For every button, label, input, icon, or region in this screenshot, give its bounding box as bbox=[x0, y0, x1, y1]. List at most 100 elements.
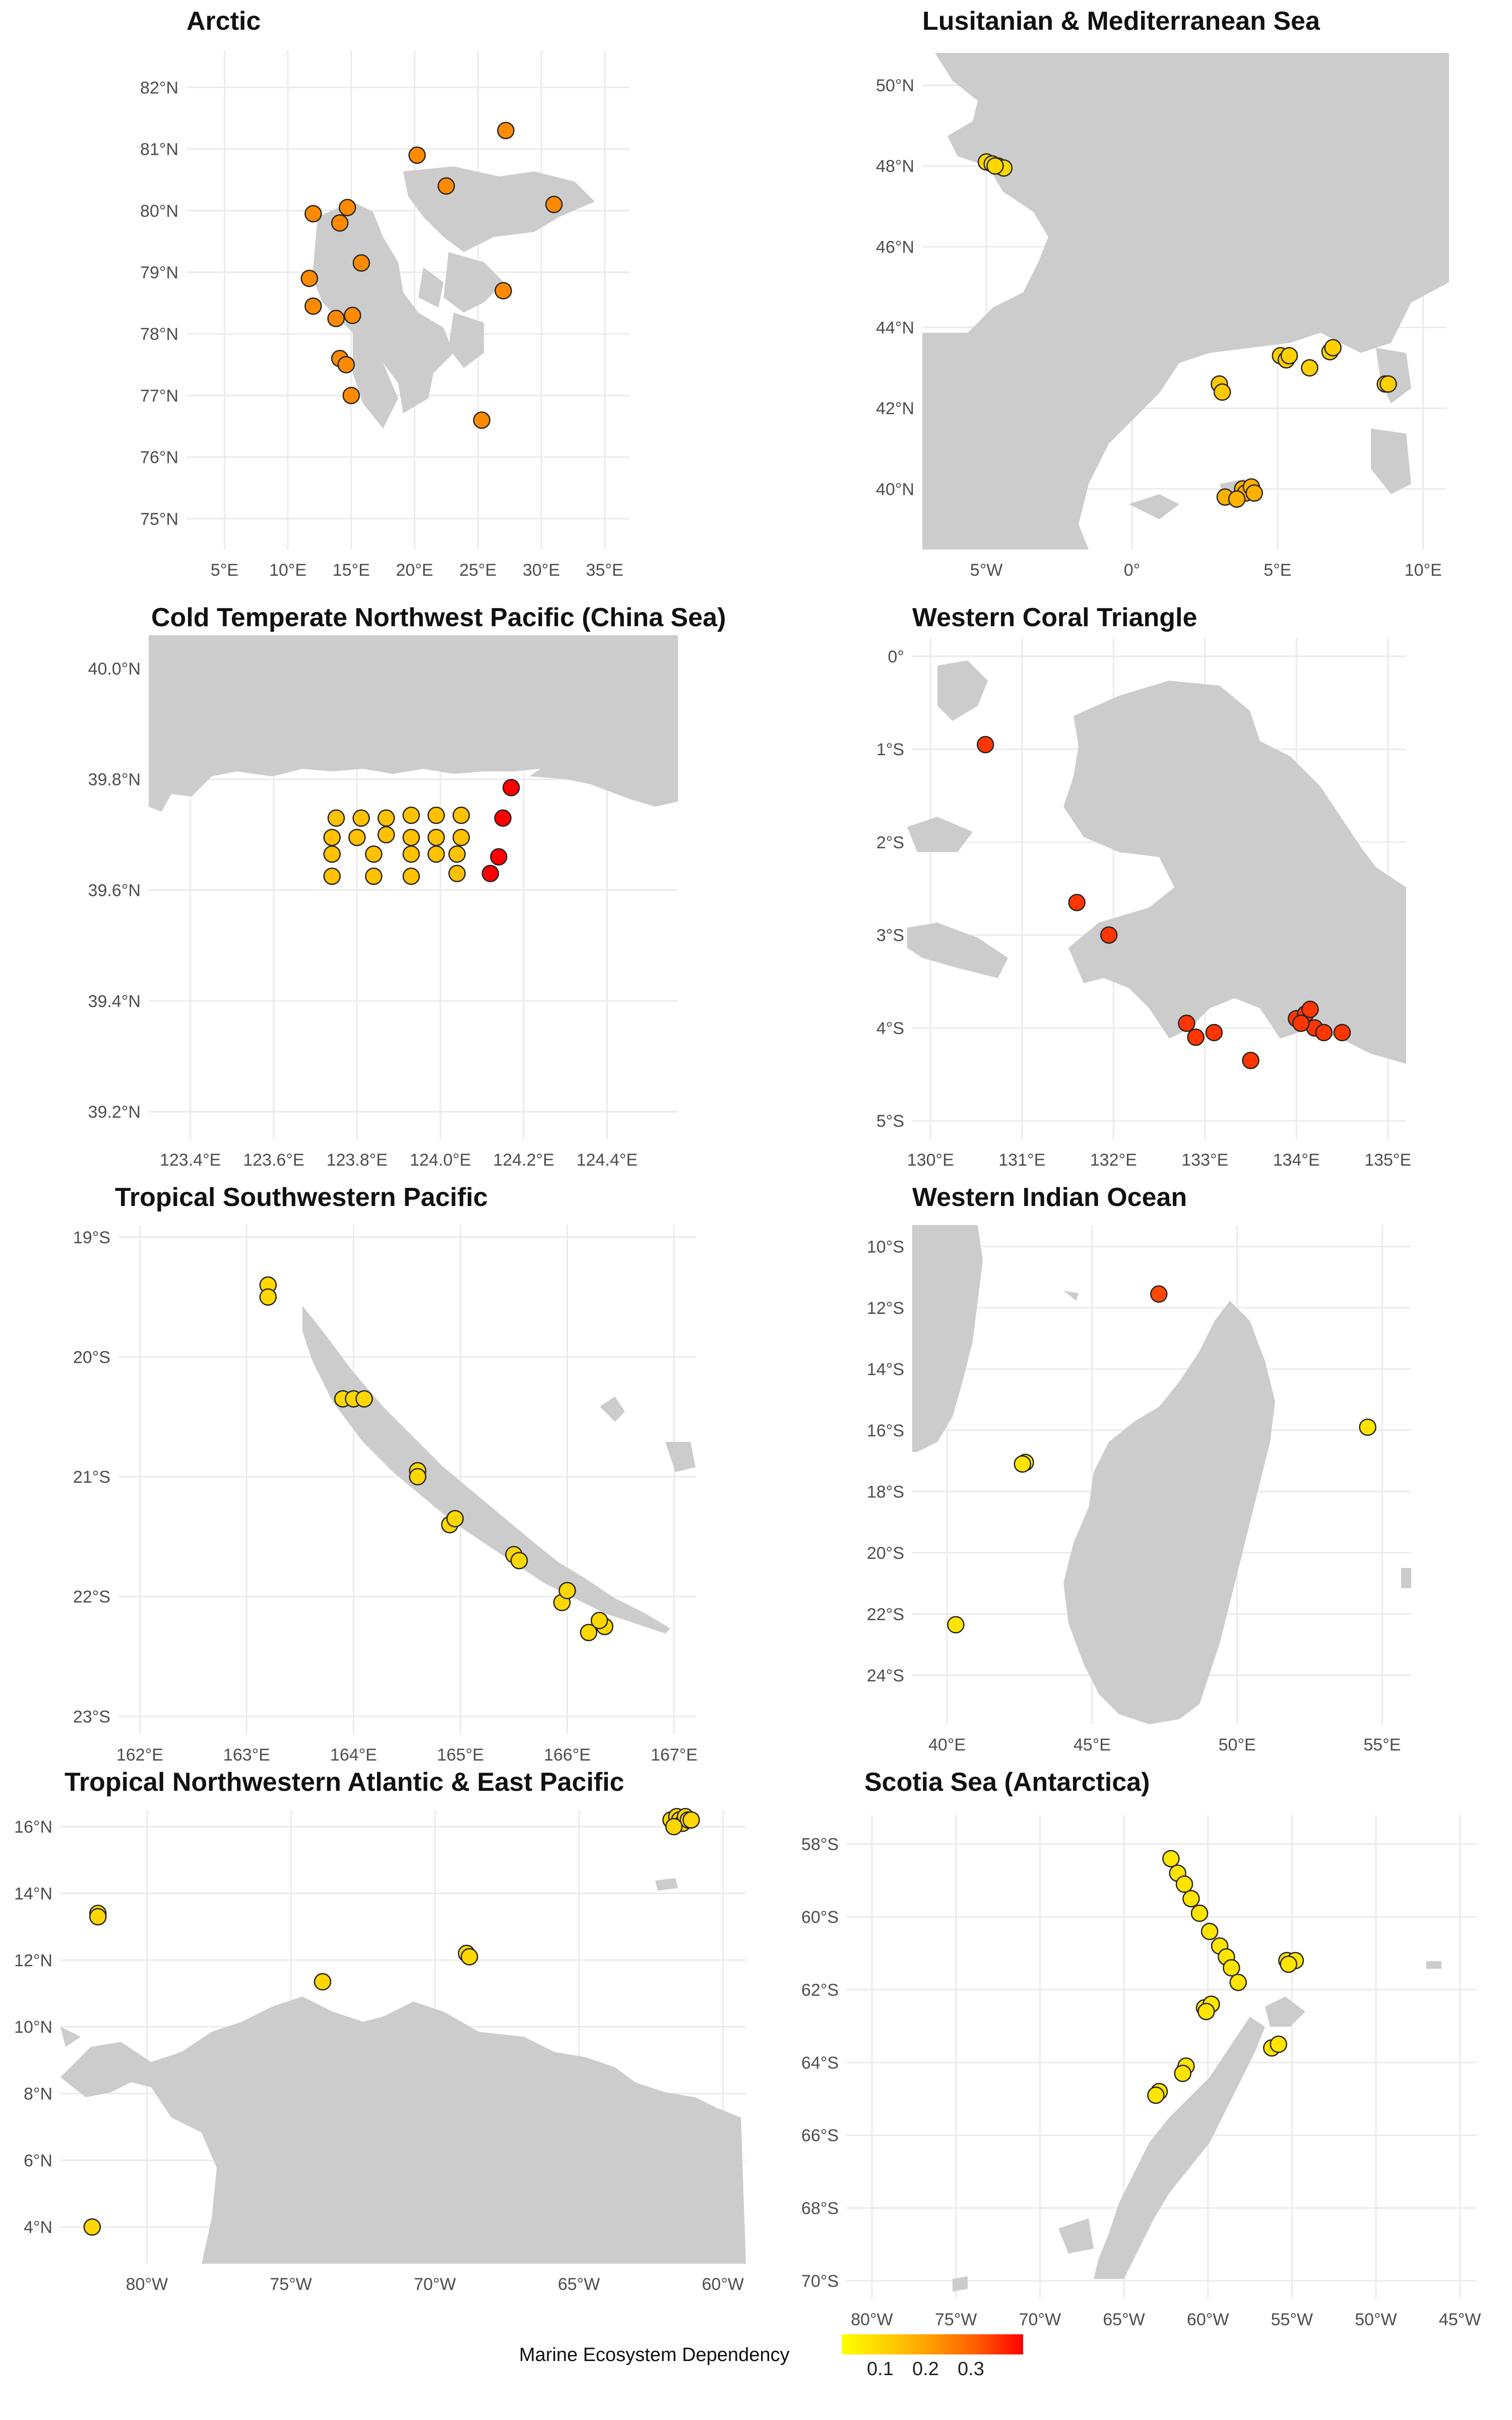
panel-title: Arctic bbox=[186, 7, 261, 36]
sample-point bbox=[313, 1973, 332, 1991]
sample-point bbox=[494, 282, 512, 299]
color-legend: Marine Ecosystem Dependency 0.1 0.2 0.3 bbox=[519, 2329, 1023, 2390]
x-tick-label: 135°E bbox=[1364, 1151, 1411, 1170]
sample-point bbox=[1270, 2035, 1287, 2053]
sample-point bbox=[1198, 2003, 1215, 2021]
y-tick-label: 39.8°N bbox=[88, 770, 141, 790]
y-tick-label: 20°S bbox=[73, 1348, 110, 1367]
x-tick-label: 35°E bbox=[586, 561, 623, 580]
y-tick-label: 76°N bbox=[140, 448, 178, 467]
x-tick-label: 0° bbox=[1124, 561, 1141, 580]
sample-point bbox=[344, 307, 361, 324]
sample-point bbox=[989, 157, 1007, 175]
sample-point bbox=[1234, 480, 1251, 498]
y-tick-label: 0° bbox=[888, 647, 904, 667]
sample-point bbox=[1177, 2057, 1195, 2075]
sample-point bbox=[448, 845, 466, 863]
y-tick-label: 4°N bbox=[24, 2218, 52, 2237]
sample-point bbox=[323, 828, 341, 846]
y-tick-label: 70°S bbox=[801, 2272, 839, 2291]
y-tick-label: 60°S bbox=[801, 1908, 839, 1927]
x-tick-label: 123.8°E bbox=[327, 1151, 388, 1170]
sample-point bbox=[995, 159, 1013, 177]
sample-point bbox=[352, 809, 370, 827]
x-tick-label: 65°W bbox=[558, 2275, 600, 2294]
sample-point bbox=[1218, 1948, 1235, 1966]
sample-point bbox=[342, 387, 360, 404]
legend-tick: 0.2 bbox=[912, 2358, 939, 2380]
sample-point bbox=[1324, 339, 1342, 356]
panel-title: Tropical Northwestern Atlantic & East Pa… bbox=[65, 1768, 624, 1797]
sample-point bbox=[259, 1288, 277, 1306]
sample-point bbox=[1359, 1418, 1376, 1436]
sample-point bbox=[452, 806, 470, 824]
x-tick-label: 80°W bbox=[851, 2310, 893, 2329]
x-tick-label: 10°E bbox=[269, 561, 306, 580]
x-tick-label: 50°W bbox=[1355, 2310, 1397, 2329]
sample-point bbox=[1278, 1952, 1296, 1969]
sample-point bbox=[580, 1623, 598, 1642]
y-tick-label: 40°N bbox=[876, 480, 914, 499]
sample-point bbox=[671, 1811, 688, 1829]
y-tick-label: 81°N bbox=[140, 140, 178, 159]
y-tick-label: 46°N bbox=[876, 237, 914, 257]
sample-point bbox=[1287, 1010, 1305, 1027]
sample-point bbox=[1216, 488, 1234, 506]
sample-point bbox=[323, 867, 341, 885]
y-tick-label: 80°N bbox=[140, 202, 178, 221]
panel-title: Western Coral Triangle bbox=[912, 603, 1198, 632]
sample-point bbox=[408, 146, 426, 164]
sample-point bbox=[427, 828, 445, 846]
sample-point bbox=[304, 297, 322, 315]
sample-point bbox=[300, 269, 319, 287]
sample-point bbox=[679, 1811, 697, 1829]
x-tick-label: 75°W bbox=[935, 2310, 977, 2329]
panel-title: Western Indian Ocean bbox=[912, 1183, 1187, 1212]
sample-point bbox=[1379, 375, 1397, 393]
x-tick-label: 5°E bbox=[1264, 561, 1291, 580]
sample-point bbox=[662, 1811, 680, 1829]
y-tick-label: 39.4°N bbox=[88, 992, 141, 1011]
sample-point bbox=[441, 1516, 459, 1534]
sample-point bbox=[1178, 1014, 1195, 1032]
sample-point bbox=[947, 1616, 965, 1634]
sample-point bbox=[1068, 893, 1086, 912]
arctic-land bbox=[312, 166, 595, 429]
x-tick-label: 134°E bbox=[1273, 1151, 1320, 1170]
x-tick-label: 5°E bbox=[211, 561, 238, 580]
y-tick-label: 14°S bbox=[867, 1360, 904, 1379]
graticule bbox=[60, 1810, 746, 2264]
y-tick-label: 68°S bbox=[801, 2199, 839, 2218]
y-tick-label: 22°S bbox=[867, 1605, 904, 1624]
sample-point bbox=[348, 828, 366, 846]
sample-point bbox=[977, 153, 995, 171]
graticule bbox=[847, 1815, 1477, 2299]
sample-point bbox=[452, 828, 470, 846]
x-tick-label: 70°W bbox=[414, 2275, 456, 2294]
y-tick-label: 23°S bbox=[73, 1707, 110, 1726]
sample-point bbox=[1242, 1052, 1259, 1069]
panel-title: Lusitanian & Mediterranean Sea bbox=[922, 7, 1320, 36]
x-tick-label: 166°E bbox=[544, 1745, 591, 1765]
y-tick-label: 4°S bbox=[876, 1019, 904, 1038]
x-tick-label: 167°E bbox=[651, 1745, 698, 1765]
x-tick-label: 163°E bbox=[223, 1745, 270, 1765]
sample-point bbox=[1277, 351, 1295, 369]
x-tick-label: 124.4°E bbox=[577, 1151, 638, 1170]
x-tick-label: 40°E bbox=[928, 1735, 966, 1754]
sample-point bbox=[665, 1818, 683, 1836]
sample-point bbox=[1201, 1922, 1219, 1941]
x-tick-label: 70°W bbox=[1019, 2310, 1061, 2329]
sample-point bbox=[448, 865, 466, 882]
sample-point bbox=[1182, 1890, 1200, 1908]
x-tick-label: 165°E bbox=[437, 1745, 484, 1765]
sample-point bbox=[1306, 1019, 1324, 1037]
x-tick-label: 45°W bbox=[1439, 2310, 1481, 2329]
sample-point bbox=[409, 1462, 426, 1480]
y-tick-label: 18°S bbox=[867, 1482, 904, 1501]
sample-point bbox=[1229, 1973, 1247, 1991]
sample-point bbox=[339, 199, 356, 216]
sample-point bbox=[1228, 490, 1246, 508]
sample-point bbox=[1147, 2086, 1165, 2104]
graticule bbox=[922, 53, 1446, 550]
